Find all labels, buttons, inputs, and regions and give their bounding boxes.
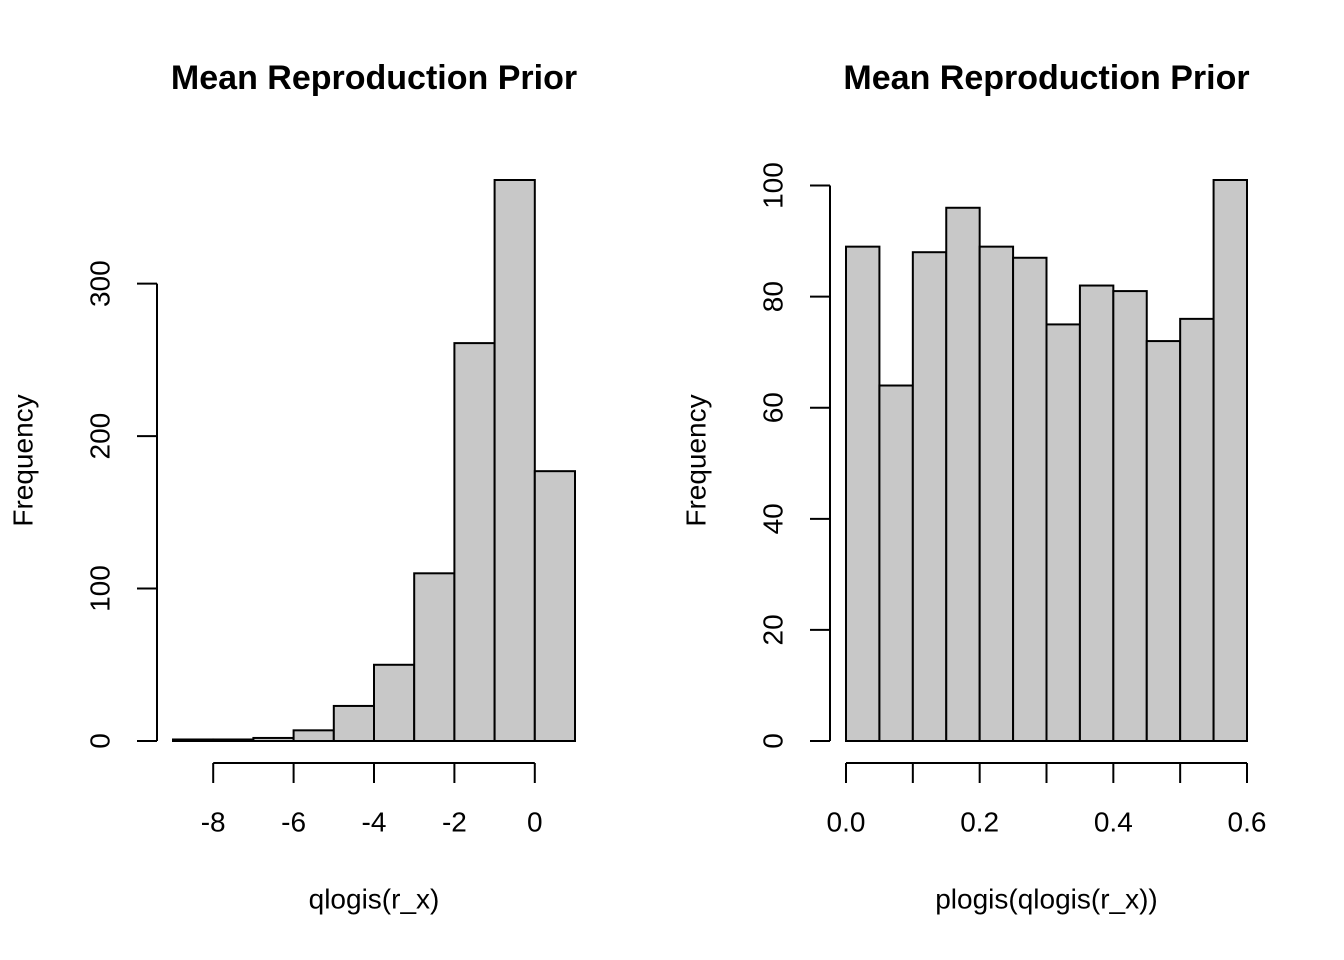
x-tick-label: -4 [362,806,387,837]
bar [1012,256,1048,742]
bar [1045,323,1081,742]
bar [911,251,948,742]
x-axis-label: qlogis(r_x) [309,883,440,914]
bar [878,384,914,742]
bar [252,736,295,743]
y-tick-label: 0 [84,733,115,749]
chart-title: Mean Reproduction Prior [843,59,1249,97]
bar [978,245,1015,742]
bar [292,729,335,742]
x-tick-label: -6 [281,806,306,837]
bar [332,704,375,742]
bar [413,572,456,742]
bar [453,342,496,742]
y-tick-label: 100 [84,565,115,612]
bar [1179,317,1215,742]
bar [1112,290,1148,742]
y-tick-label: 200 [84,413,115,460]
bar [1078,284,1115,742]
y-tick-label: 60 [757,392,788,423]
y-tick-label: 20 [757,614,788,645]
x-tick-label: -8 [201,806,226,837]
y-tick-label: 80 [757,281,788,312]
bar [845,245,881,742]
x-tick-label: 0.0 [827,806,866,837]
y-tick-label: 100 [757,162,788,209]
x-tick-label: 0 [527,806,543,837]
x-tick-label: -2 [442,806,467,837]
y-tick-label: 0 [757,733,788,749]
x-tick-label: 0.2 [960,806,999,837]
bar [212,738,255,742]
bar [493,179,536,742]
bar [373,663,416,742]
x-tick-label: 0.6 [1228,806,1267,837]
y-tick-label: 40 [757,503,788,534]
y-axis-label: Frequency [680,394,711,526]
chart-title: Mean Reproduction Prior [171,59,577,97]
bar [533,470,576,742]
x-tick-label: 0.4 [1094,806,1133,837]
y-axis-label: Frequency [7,394,38,526]
bar [1212,179,1249,742]
bar [172,738,215,742]
y-tick-label: 300 [84,260,115,307]
bar [945,206,981,742]
bar [1145,340,1182,742]
x-axis-label: plogis(qlogis(r_x)) [935,883,1158,914]
